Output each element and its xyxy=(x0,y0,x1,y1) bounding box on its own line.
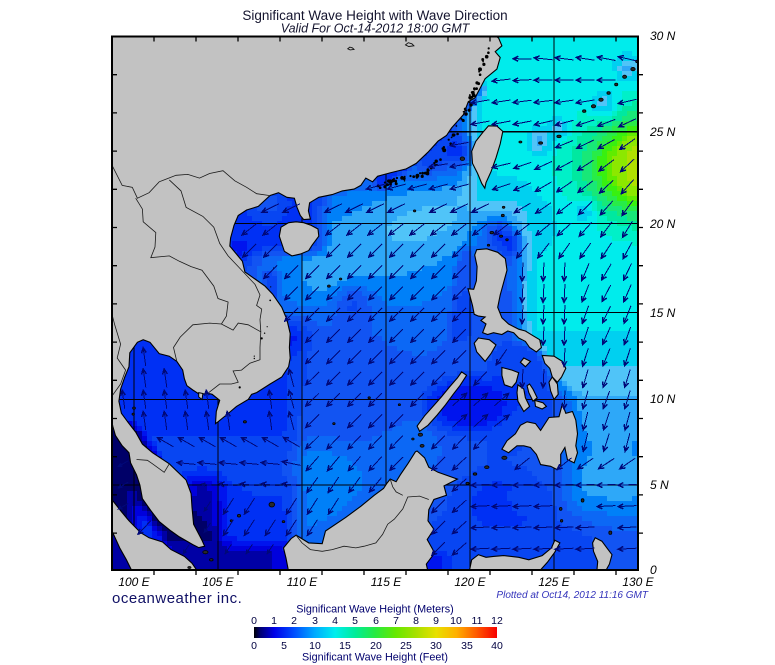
svg-text:9: 9 xyxy=(433,615,439,627)
svg-text:5: 5 xyxy=(281,640,287,652)
svg-text:Valid For Oct-14-2012 18:00 GM: Valid For Oct-14-2012 18:00 GMT xyxy=(281,22,471,36)
svg-text:25 N: 25 N xyxy=(649,125,676,139)
svg-text:15 N: 15 N xyxy=(650,306,676,320)
svg-text:30: 30 xyxy=(430,640,442,652)
svg-text:115 E: 115 E xyxy=(371,575,402,589)
svg-text:Significant Wave Height (Meter: Significant Wave Height (Meters) xyxy=(296,604,453,616)
svg-text:130 E: 130 E xyxy=(622,575,654,589)
svg-text:Significant Wave Height with W: Significant Wave Height with Wave Direct… xyxy=(242,8,507,23)
svg-text:Significant Wave Height (Feet): Significant Wave Height (Feet) xyxy=(302,652,448,664)
svg-text:7: 7 xyxy=(393,615,399,627)
svg-text:20: 20 xyxy=(370,640,382,652)
svg-text:4: 4 xyxy=(332,615,338,627)
svg-text:30 N: 30 N xyxy=(650,29,676,43)
svg-text:6: 6 xyxy=(373,615,379,627)
svg-text:5 N: 5 N xyxy=(650,478,669,492)
svg-text:Plotted at Oct14, 2012 11:16 G: Plotted at Oct14, 2012 11:16 GMT xyxy=(496,590,648,601)
svg-text:0: 0 xyxy=(251,640,257,652)
svg-text:125 E: 125 E xyxy=(538,575,570,589)
svg-text:20 N: 20 N xyxy=(649,217,676,231)
svg-text:10: 10 xyxy=(450,615,462,627)
svg-text:oceanweather inc.: oceanweather inc. xyxy=(112,590,242,607)
svg-text:10 N: 10 N xyxy=(650,392,676,406)
svg-text:12: 12 xyxy=(491,615,503,627)
svg-text:40: 40 xyxy=(491,640,503,652)
svg-text:100 E: 100 E xyxy=(118,575,150,589)
svg-text:120 E: 120 E xyxy=(454,575,486,589)
svg-text:3: 3 xyxy=(312,615,318,627)
svg-text:35: 35 xyxy=(461,640,473,652)
svg-text:10: 10 xyxy=(309,640,321,652)
svg-text:15: 15 xyxy=(339,640,351,652)
svg-text:0: 0 xyxy=(251,615,257,627)
svg-text:11: 11 xyxy=(472,615,483,627)
svg-text:8: 8 xyxy=(413,615,419,627)
svg-text:110 E: 110 E xyxy=(287,575,318,589)
svg-text:25: 25 xyxy=(400,640,412,652)
svg-text:2: 2 xyxy=(291,615,297,627)
svg-text:0: 0 xyxy=(650,563,657,577)
svg-text:1: 1 xyxy=(271,615,277,627)
svg-text:105 E: 105 E xyxy=(202,575,234,589)
svg-text:5: 5 xyxy=(352,615,358,627)
